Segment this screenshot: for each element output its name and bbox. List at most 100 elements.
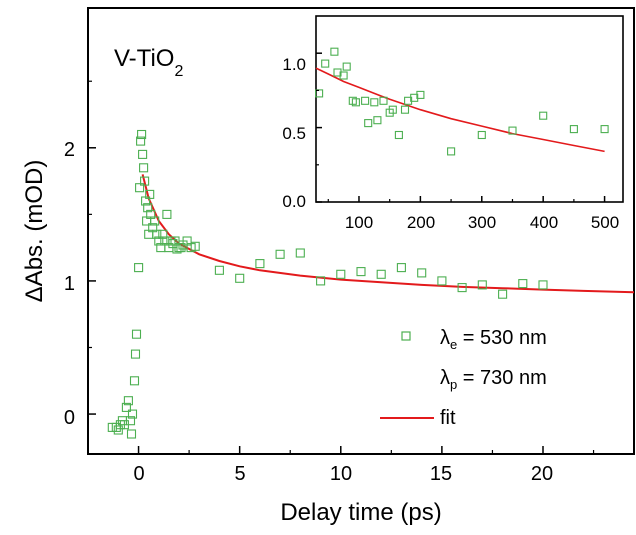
main-data-point — [145, 189, 155, 199]
main-data-point — [152, 229, 162, 239]
inset-data-point — [394, 130, 403, 140]
main-y-tick-labels: 0 1 2 — [64, 139, 75, 429]
main-data-point — [137, 129, 147, 140]
inset-x-tick-label: 300 — [468, 213, 496, 232]
x-tick-label: 5 — [234, 463, 245, 485]
main-data-point — [396, 263, 406, 273]
sample-label-main: V-TiO — [114, 45, 174, 72]
main-data-point — [158, 229, 168, 239]
inset-data-point — [342, 62, 351, 71]
main-data-point — [135, 183, 145, 193]
main-data-point — [131, 329, 142, 339]
inset-ticks-layer — [316, 52, 606, 203]
main-data-point — [121, 402, 131, 412]
legend: λe = 530 nm λp = 730 nm fit — [380, 327, 547, 429]
main-data-point — [125, 416, 136, 426]
inset-x-tick-label: 500 — [591, 213, 619, 232]
inset-x-tick-label: 100 — [345, 213, 373, 232]
x-tick-label: 10 — [330, 463, 352, 485]
inset-data-point — [416, 90, 425, 99]
legend-entry-probe: λp = 730 nm — [440, 367, 547, 392]
x-axis-title: Delay time (ps) — [280, 499, 441, 526]
main-data-point — [376, 269, 386, 279]
main-data-point — [498, 289, 508, 299]
y-tick-label: 1 — [64, 273, 75, 295]
inset-fit-layer — [315, 67, 605, 153]
main-data-point — [162, 209, 172, 219]
main-data-point — [126, 429, 137, 439]
inset-data-point — [388, 105, 397, 114]
main-data-point — [518, 279, 528, 289]
main-data-point — [113, 425, 123, 435]
main-data-point — [316, 276, 326, 286]
inset-x-tick-label: 200 — [407, 213, 435, 232]
sample-label: V-TiO2 — [114, 45, 183, 80]
inset-data-point — [351, 98, 360, 107]
inset-data-point — [339, 71, 348, 80]
main-data-point — [336, 269, 346, 279]
inset-data-point — [600, 125, 609, 134]
main-points-layer — [107, 129, 548, 439]
y-tick-label: 2 — [64, 139, 75, 161]
main-plot-frame — [87, 7, 635, 455]
main-data-point — [139, 163, 149, 173]
inset-y-tick-label: 0.0 — [282, 192, 306, 211]
inset-fit-curve — [315, 67, 605, 153]
main-data-point — [134, 263, 144, 273]
main-data-point — [255, 259, 265, 269]
x-tick-label: 15 — [430, 463, 452, 485]
inset-data-point — [373, 116, 382, 125]
main-data-point — [477, 280, 487, 290]
y-axis-title: ΔAbs. (mOD) — [21, 160, 48, 303]
inset-data-point — [379, 96, 388, 105]
inset-data-point — [410, 93, 419, 102]
inset-data-point — [370, 98, 379, 107]
main-data-point — [129, 376, 140, 386]
main-data-point — [235, 273, 245, 283]
main-x-tick-labels: 0 5 10 15 20 — [133, 463, 553, 485]
main-data-point — [140, 176, 150, 186]
inset-data-point — [361, 96, 370, 105]
main-data-point — [275, 249, 285, 259]
sample-label-subscript: 2 — [174, 63, 183, 80]
inset-data-point — [569, 125, 578, 134]
main-data-point — [295, 248, 305, 258]
main-data-point — [150, 216, 160, 226]
main-data-point — [538, 280, 548, 290]
main-data-point — [176, 243, 186, 253]
main-data-point — [136, 136, 146, 146]
main-data-point — [214, 265, 224, 275]
inset-data-point — [400, 105, 410, 114]
inset-points-layer — [315, 47, 609, 156]
main-data-point — [123, 396, 133, 406]
inset-data-point — [330, 47, 339, 56]
main-data-point — [417, 268, 427, 278]
inset-data-point — [508, 126, 517, 135]
inset-y-tick-label: 0.5 — [282, 124, 306, 143]
inset-data-point — [539, 111, 548, 120]
inset-data-point — [364, 119, 373, 128]
inset-data-point — [447, 147, 456, 156]
main-data-point — [190, 241, 200, 251]
inset-x-tick-label: 400 — [530, 213, 558, 232]
inset-data-point — [315, 89, 324, 98]
main-data-point — [143, 203, 153, 213]
inset-y-tick-labels: 0.0 0.5 1.0 — [282, 55, 306, 211]
y-tick-label: 0 — [64, 407, 75, 429]
main-data-point — [138, 149, 148, 159]
main-data-point — [356, 267, 366, 277]
main-data-point — [457, 283, 467, 293]
inset-plot-frame — [315, 15, 624, 203]
main-ticks-layer — [87, 80, 595, 454]
legend-marker-square — [401, 331, 411, 341]
inset-y-tick-label: 1.0 — [282, 55, 306, 74]
legend-entry-excitation: λe = 530 nm — [440, 327, 547, 352]
legend-entry-fit: fit — [440, 407, 456, 429]
x-tick-label: 0 — [133, 463, 144, 485]
inset-data-point — [321, 59, 330, 68]
inset-data-point — [477, 130, 486, 140]
main-data-point — [127, 409, 138, 419]
main-data-point — [130, 349, 141, 359]
main-data-point — [437, 276, 447, 286]
